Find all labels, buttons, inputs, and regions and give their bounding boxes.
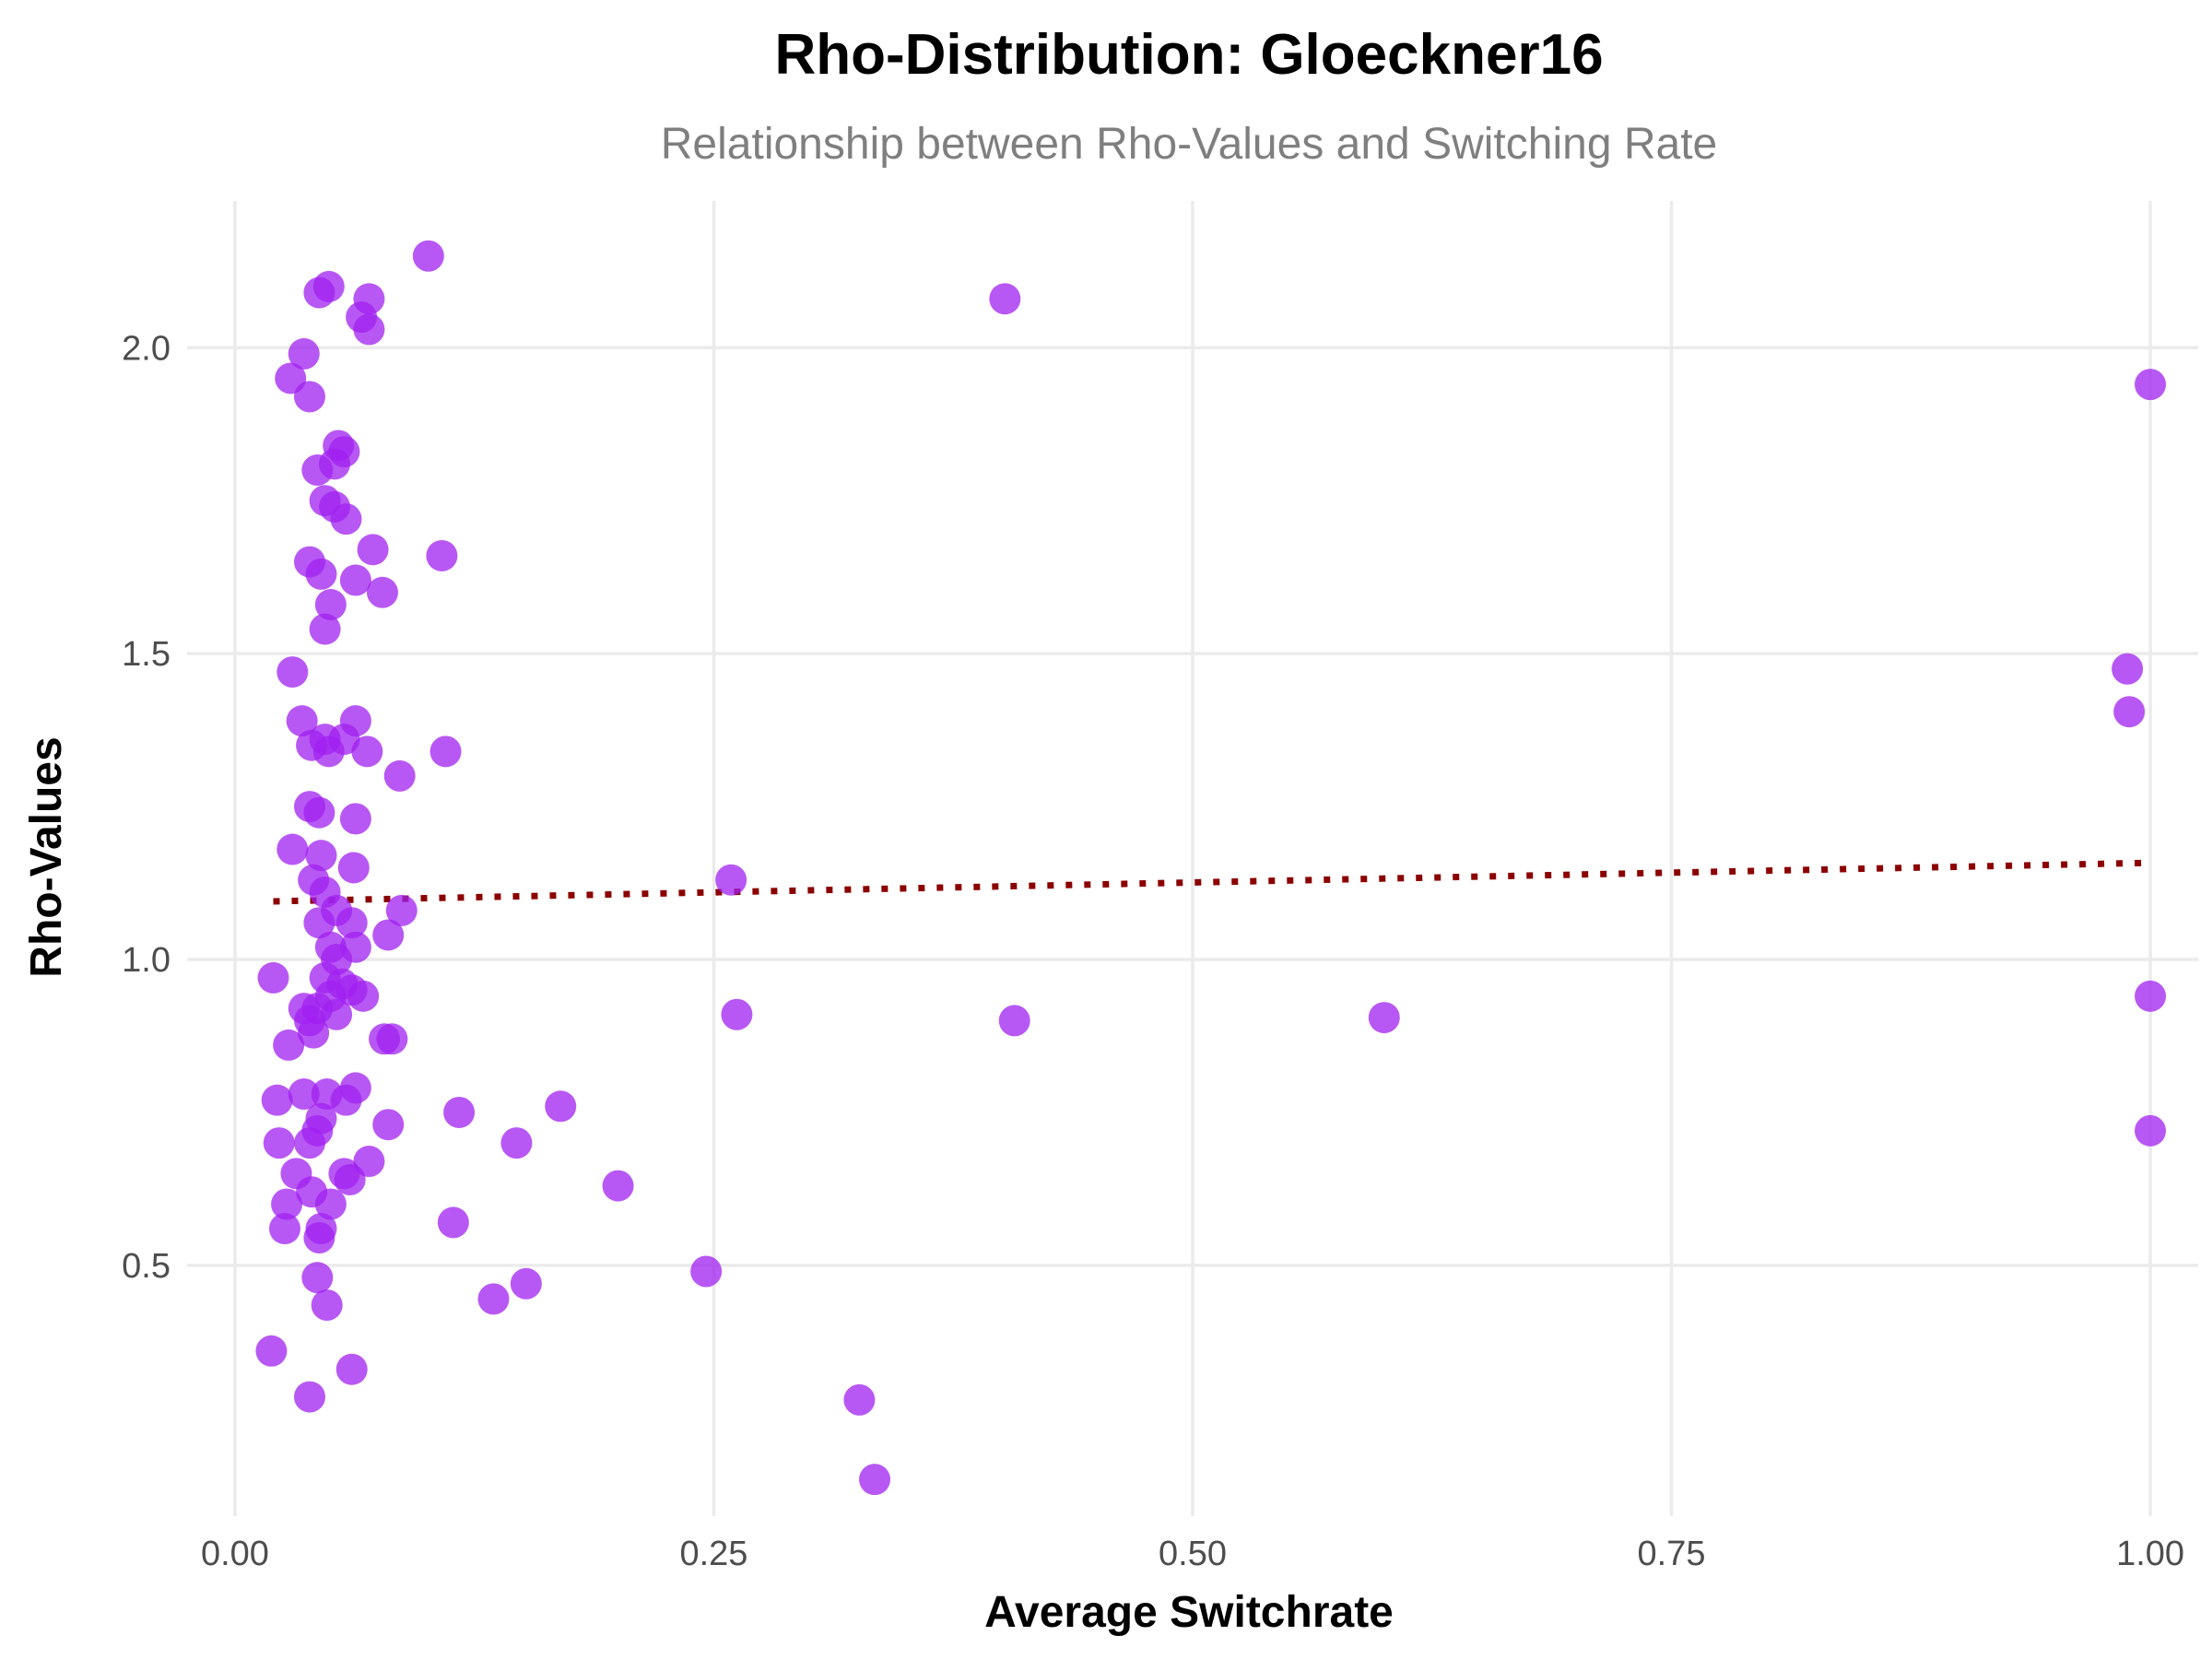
data-point	[268, 1213, 300, 1245]
data-point	[337, 852, 370, 884]
data-point	[273, 1029, 305, 1061]
y-tick-label: 1.0	[122, 941, 171, 980]
data-point	[510, 1267, 542, 1300]
data-point	[288, 337, 320, 370]
data-point	[2113, 696, 2146, 728]
data-point	[357, 534, 389, 566]
data-point	[353, 313, 385, 346]
trend-line	[273, 859, 2151, 905]
tick-labels: 0.00 0.25 0.50 0.75 1.00 0.5 1.0 1.5 2.0	[122, 329, 2184, 1573]
data-point	[276, 656, 309, 688]
data-point	[314, 589, 347, 621]
data-point	[286, 705, 318, 737]
data-point	[271, 1188, 303, 1220]
data-point	[426, 539, 458, 571]
data-point	[312, 735, 345, 768]
data-point	[309, 613, 341, 645]
data-point	[1368, 1002, 1400, 1034]
x-tick-label: 0.25	[679, 1535, 747, 1573]
data-point	[372, 1109, 405, 1141]
data-point	[2112, 653, 2144, 685]
data-point	[602, 1170, 634, 1202]
data-point	[437, 1206, 469, 1239]
data-point	[276, 833, 309, 865]
grid-lines	[187, 201, 2198, 1516]
data-point	[335, 1353, 368, 1385]
data-point	[843, 1383, 876, 1416]
data-point	[261, 1084, 293, 1116]
data-point	[303, 796, 335, 829]
data-point	[690, 1255, 723, 1288]
x-tick-label: 0.50	[1159, 1535, 1227, 1573]
data-point	[339, 564, 371, 596]
data-point	[376, 1023, 408, 1055]
data-points	[255, 240, 2167, 1496]
data-point	[298, 1017, 330, 1049]
data-point	[293, 381, 325, 413]
data-point	[500, 1127, 533, 1159]
data-point	[314, 1188, 347, 1220]
chart-subtitle: Relationship between Rho-Values and Swit…	[661, 120, 1717, 169]
data-point	[443, 1096, 476, 1128]
data-point	[321, 998, 353, 1030]
data-point	[293, 1381, 325, 1413]
y-tick-label: 0.5	[122, 1247, 171, 1286]
data-point	[288, 1078, 320, 1111]
x-tick-label: 1.00	[2116, 1535, 2184, 1573]
data-point	[303, 276, 335, 309]
data-point	[989, 283, 1021, 315]
data-point	[303, 1222, 335, 1254]
data-point	[301, 1262, 334, 1294]
data-point	[263, 1127, 295, 1159]
data-point	[311, 1289, 343, 1322]
data-point	[366, 576, 398, 608]
data-point	[335, 907, 368, 939]
data-point	[998, 1005, 1030, 1037]
y-tick-label: 2.0	[122, 329, 171, 368]
data-point	[721, 998, 753, 1030]
data-point	[383, 759, 416, 792]
x-axis-label: Average Switchrate	[984, 1588, 1394, 1637]
data-point	[305, 840, 337, 872]
y-tick-label: 1.5	[122, 635, 171, 674]
data-point	[330, 503, 362, 535]
data-point	[2135, 980, 2167, 1012]
data-point	[330, 1084, 362, 1116]
data-point	[293, 1127, 325, 1159]
data-point	[715, 864, 747, 896]
data-point	[303, 907, 335, 939]
data-point	[859, 1464, 891, 1496]
data-point	[2135, 1114, 2167, 1147]
data-point	[477, 1283, 510, 1315]
data-point	[545, 1090, 577, 1123]
x-tick-label: 0.75	[1638, 1535, 1706, 1573]
data-point	[429, 735, 462, 768]
data-point	[257, 961, 289, 994]
trend-line-group	[273, 859, 2151, 905]
data-point	[372, 919, 405, 951]
data-point	[351, 735, 383, 768]
data-point	[385, 894, 418, 926]
data-point	[347, 980, 380, 1012]
data-point	[2135, 369, 2167, 401]
y-axis-label: Rho-Values	[22, 736, 71, 977]
data-point	[334, 1163, 366, 1195]
data-point	[255, 1335, 288, 1367]
data-point	[339, 803, 371, 835]
data-point	[301, 454, 334, 487]
data-point	[412, 240, 444, 272]
chart-title: Rho-Distribution: Gloeckner16	[774, 23, 1603, 87]
data-point	[305, 558, 337, 590]
x-tick-label: 0.00	[201, 1535, 269, 1573]
